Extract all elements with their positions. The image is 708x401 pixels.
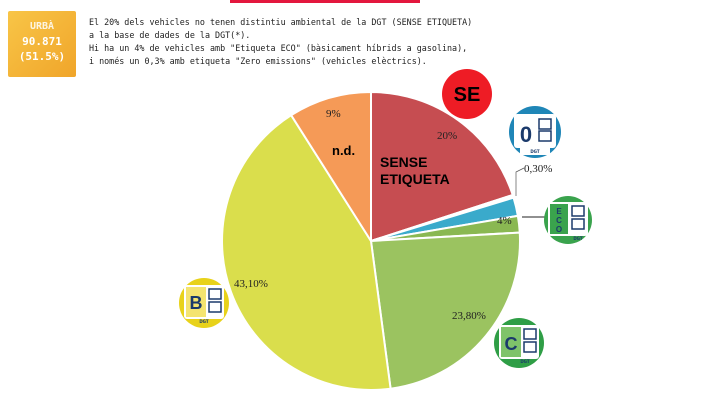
description-line: El 20% dels vehicles no tenen distintiu … <box>89 17 473 27</box>
badge-label: URBÀ <box>29 21 55 32</box>
description-line: i només un 0,3% amb etiqueta "Zero emiss… <box>89 56 427 66</box>
badge-share: (51.5%) <box>18 50 66 63</box>
zero-sticker-text: 0 <box>520 122 532 147</box>
c-sticker-dgt: DGT <box>520 359 530 364</box>
b-sticker-text: B <box>190 293 203 313</box>
zero-leader-line <box>515 167 525 196</box>
sense-etiqueta-sticker: SE <box>442 69 492 119</box>
pie-slices <box>221 90 521 391</box>
slice-category-nd: n.d. <box>332 143 355 158</box>
slice-label-b: 43,10% <box>234 278 268 290</box>
top-accent-bar <box>230 0 420 3</box>
c-sticker-text: C <box>505 334 518 354</box>
eco-sticker-c: C <box>556 216 562 225</box>
eco-sticker-dgt: DGT <box>573 236 583 241</box>
pie-slice-6 <box>289 90 372 245</box>
pie-slice-0 <box>370 90 514 243</box>
badge-count: 90.871 <box>22 35 62 48</box>
b-sticker: B DGT <box>179 278 229 328</box>
b-sticker-dgt: DGT <box>199 319 209 324</box>
description-line: Hi ha un 4% de vehicles amb "Etiqueta EC… <box>89 43 468 53</box>
zero-emissions-sticker: 0 DGT <box>509 106 561 158</box>
pie-slice-4 <box>369 231 521 390</box>
slice-label-c: 23,80% <box>452 310 486 322</box>
zero-sticker-dgt: DGT <box>530 149 540 154</box>
pie-slice-5 <box>221 113 392 391</box>
slice-label-zero-emissions: 0,30% <box>524 163 552 175</box>
c-sticker: C DGT <box>494 318 544 368</box>
slice-category-etiqueta: ETIQUETA <box>380 171 450 187</box>
eco-sticker: E C O DGT <box>544 196 592 244</box>
se-sticker-text: SE <box>454 84 481 106</box>
slice-label-eco: 4% <box>497 215 512 227</box>
urban-badge: URBÀ 90.871 (51.5%) <box>8 11 76 77</box>
eco-sticker-o: O <box>556 225 562 234</box>
slice-category-sense: SENSE <box>380 154 427 170</box>
slice-label-sense-etiqueta-pct: 20% <box>437 130 457 142</box>
slice-label-nd-pct: 9% <box>326 108 341 120</box>
description-text: El 20% dels vehicles no tenen distintiu … <box>89 16 473 68</box>
description-line: a la base de dades de la DGT(*). <box>89 30 251 40</box>
eco-sticker-e: E <box>556 207 562 216</box>
